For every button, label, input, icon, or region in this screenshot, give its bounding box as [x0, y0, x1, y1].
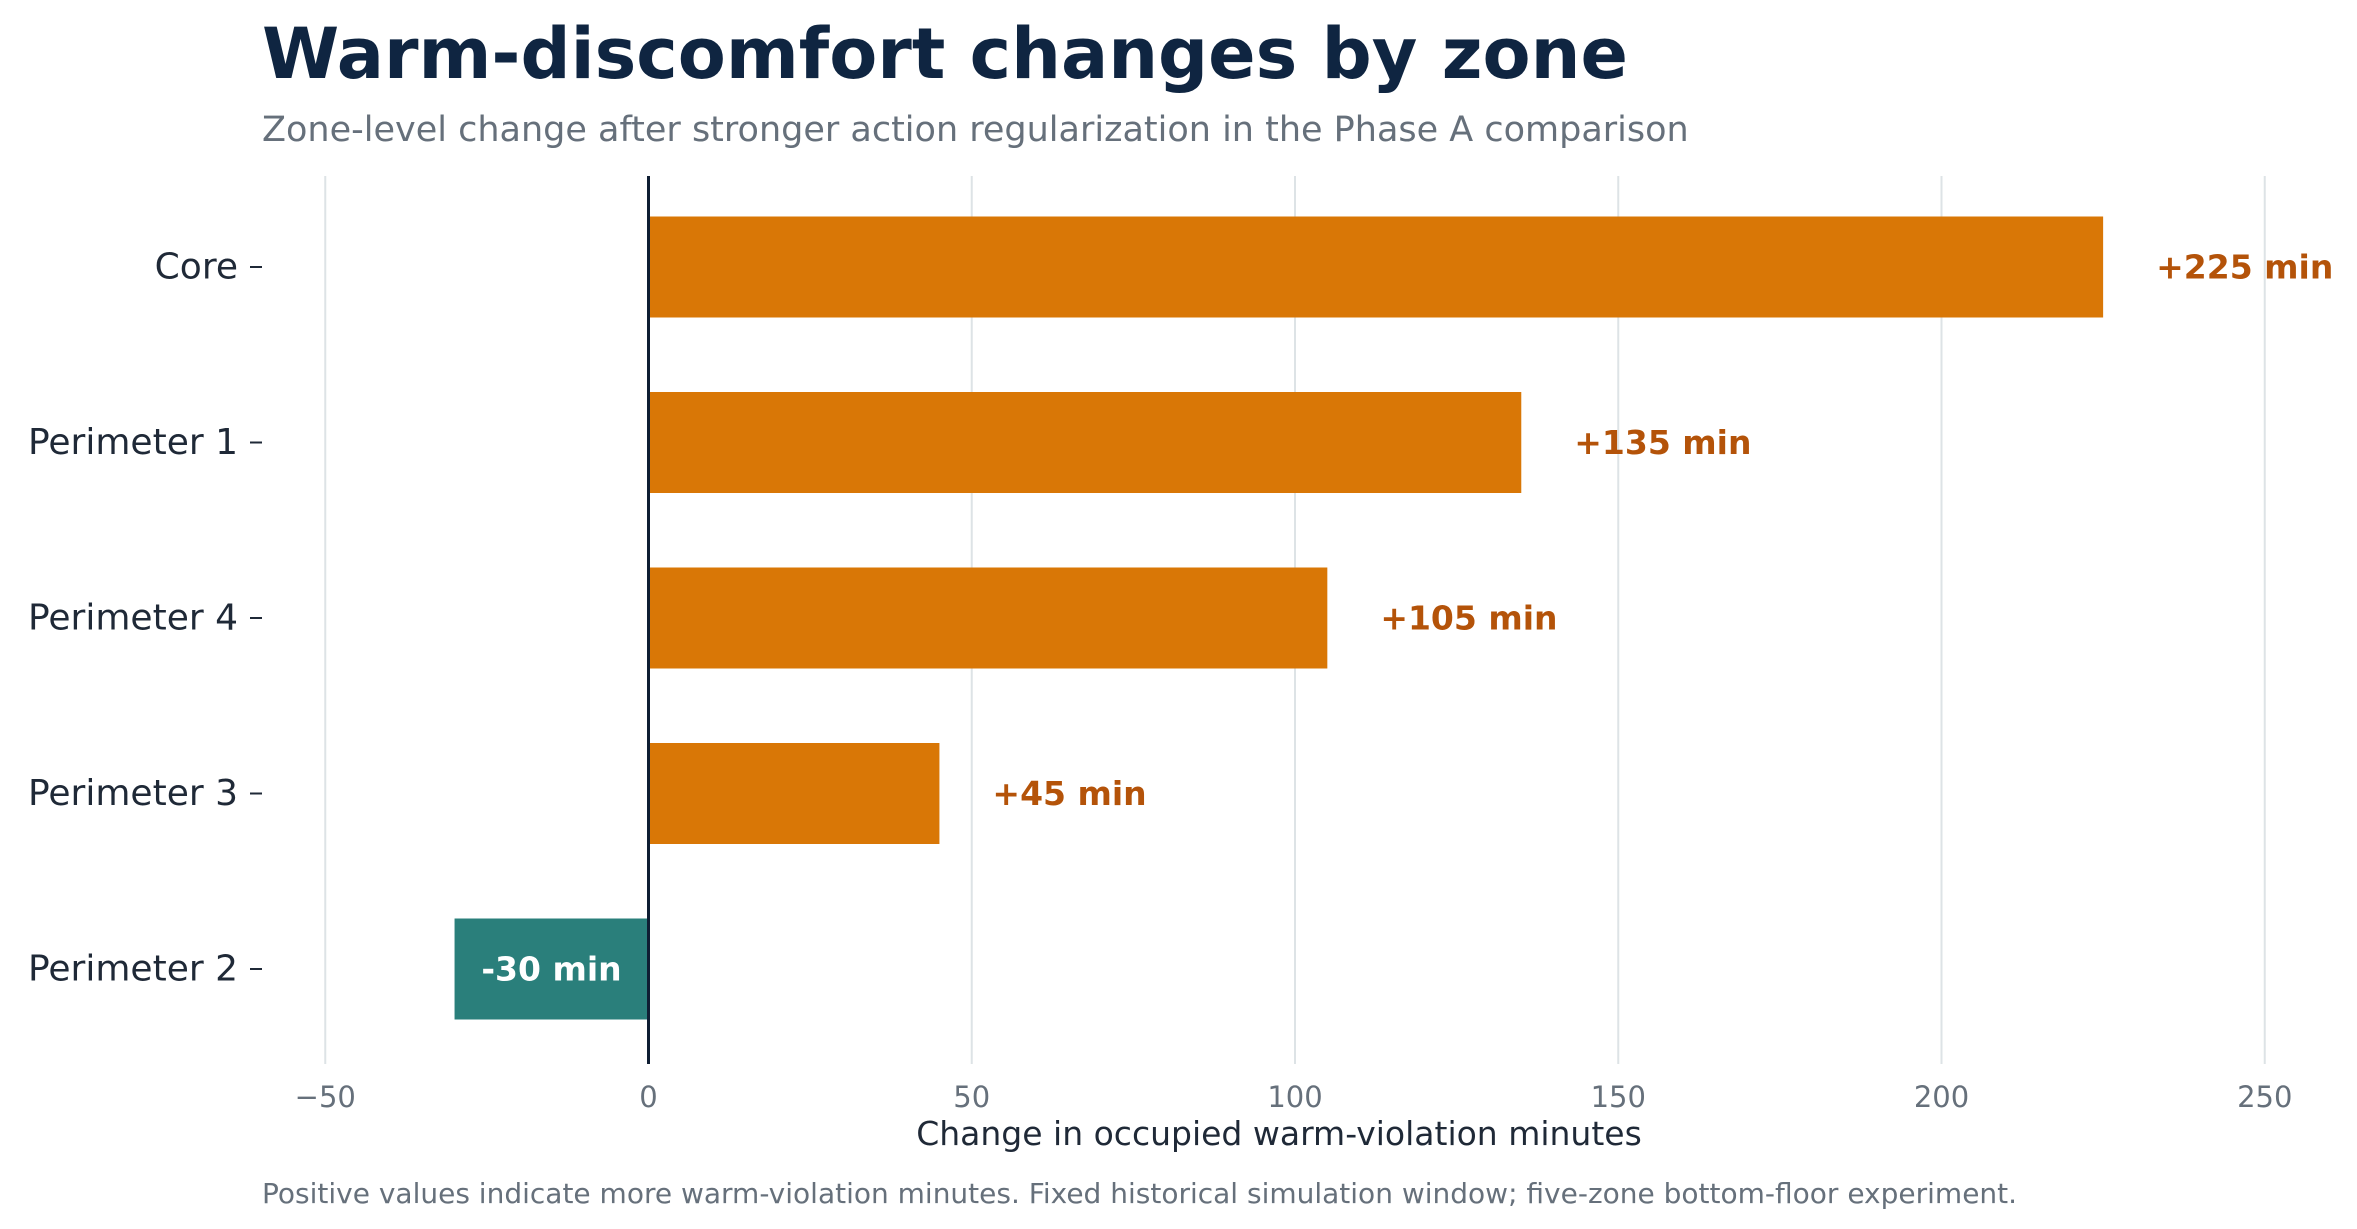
bar — [648, 743, 940, 844]
x-tick-label: 50 — [953, 1080, 990, 1114]
x-axis-title: Change in occupied warm-violation minute… — [916, 1114, 1642, 1153]
y-axis: Core Perimeter 1 Perimeter 4 Perimeter 3 Per… — [28, 247, 262, 990]
x-tick-label: 0 — [639, 1080, 657, 1114]
x-tick-label: 250 — [2237, 1080, 2292, 1114]
bars — [454, 216, 2104, 1020]
category-label: Core — [155, 247, 238, 288]
x-tick-label: −50 — [295, 1080, 356, 1114]
chart-title: Warm-discomfort changes by zone — [262, 13, 1628, 95]
category-label: Perimeter 2 — [28, 949, 238, 990]
category-label: Perimeter 1 — [28, 422, 238, 463]
bar — [648, 216, 2104, 318]
category-label: Perimeter 3 — [28, 773, 238, 814]
chart-footnote: Positive values indicate more warm-viola… — [262, 1177, 2018, 1210]
bar — [454, 918, 649, 1020]
data-label: -30 min — [481, 950, 621, 989]
chart-subtitle: Zone-level change after stronger action … — [262, 110, 1689, 150]
bar — [648, 392, 1522, 493]
category-label: Perimeter 4 — [28, 598, 238, 639]
x-tick-label: 100 — [1267, 1080, 1322, 1114]
data-label: +135 min — [1574, 423, 1751, 462]
bar — [648, 567, 1328, 669]
data-label: +105 min — [1380, 599, 1557, 638]
data-label: +45 min — [992, 774, 1146, 813]
x-tick-label: 150 — [1591, 1080, 1646, 1114]
data-labels: +225 min +135 min +105 min +45 min -30 min — [481, 248, 2333, 989]
data-label: +225 min — [2156, 248, 2333, 287]
x-axis: −50 0 50 100 150 200 250 — [295, 1080, 2293, 1114]
x-tick-label: 200 — [1914, 1080, 1969, 1114]
